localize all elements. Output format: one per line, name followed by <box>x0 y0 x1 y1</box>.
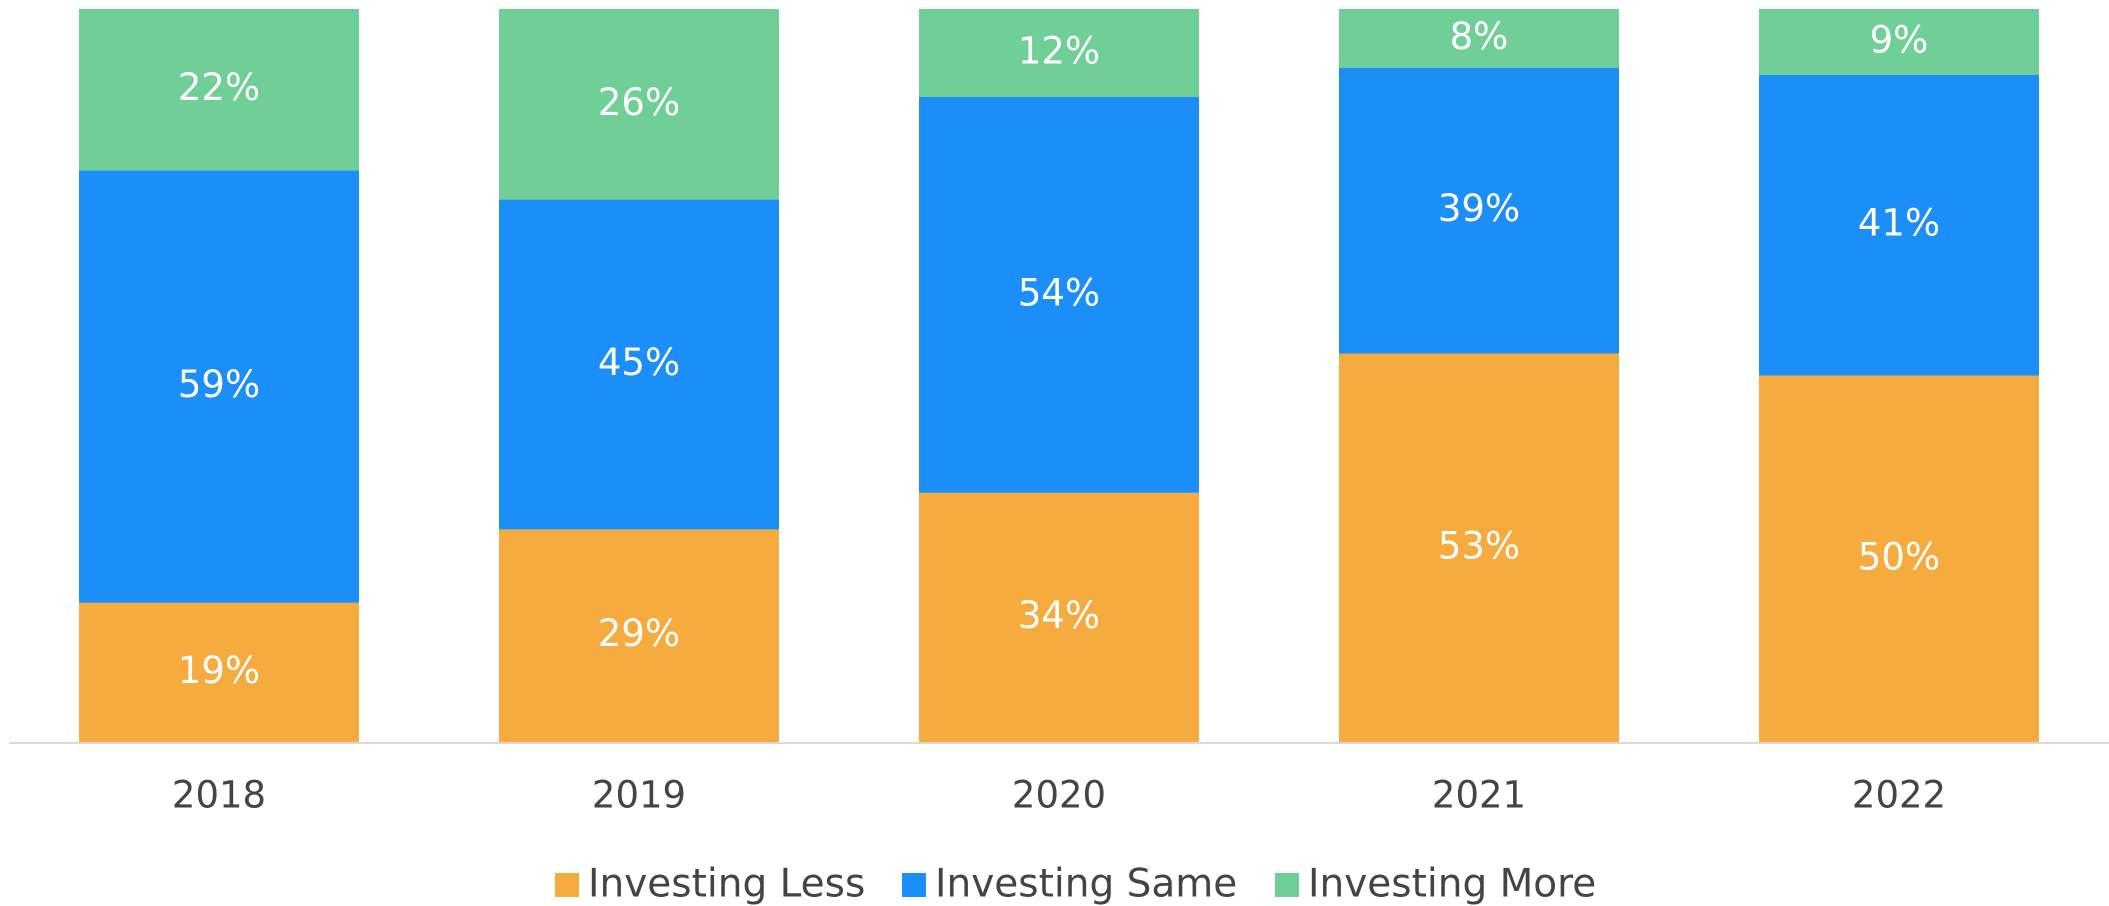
legend-label: Investing Less <box>588 862 865 906</box>
bar-segment <box>499 9 779 200</box>
data-label: 53% <box>1438 524 1520 567</box>
data-label: 26% <box>598 81 680 124</box>
x-tick-label: 2019 <box>592 774 686 817</box>
bar-segment <box>79 9 359 171</box>
data-label: 22% <box>178 66 260 109</box>
bar-segment <box>499 199 779 530</box>
data-label: 39% <box>1438 187 1520 230</box>
data-label: 34% <box>1018 594 1100 637</box>
bar-segment <box>1759 375 2039 742</box>
bar-segment <box>919 9 1199 97</box>
legend-swatch <box>555 873 579 897</box>
bar-segment <box>499 529 779 742</box>
data-label: 45% <box>598 341 680 384</box>
bar-segment <box>919 96 1199 493</box>
data-label: 59% <box>178 363 260 406</box>
data-label: 8% <box>1450 15 1509 58</box>
data-label: 54% <box>1018 271 1100 314</box>
legend-swatch <box>1275 873 1299 897</box>
bar-segment <box>919 492 1199 742</box>
data-label: 12% <box>1018 29 1100 72</box>
bar-segment <box>1759 9 2039 75</box>
bar-segment <box>79 602 359 742</box>
bar-segment <box>1759 74 2039 376</box>
legend-swatch <box>902 873 926 897</box>
data-label: 41% <box>1858 202 1940 245</box>
data-label: 29% <box>598 612 680 655</box>
legend-label: Investing Same <box>935 862 1237 906</box>
x-tick-label: 2020 <box>1012 774 1106 817</box>
bar-segment <box>1339 9 1619 68</box>
data-label: 9% <box>1870 18 1929 61</box>
x-tick-label: 2022 <box>1852 774 1946 817</box>
bar-segment <box>1339 67 1619 354</box>
bar-segment <box>79 170 359 603</box>
x-tick-label: 2018 <box>172 774 266 817</box>
legend-label: Investing More <box>1308 862 1596 906</box>
x-tick-label: 2021 <box>1432 774 1526 817</box>
bar-segment <box>1339 353 1619 742</box>
data-label: 19% <box>178 649 260 692</box>
data-label: 50% <box>1858 535 1940 578</box>
